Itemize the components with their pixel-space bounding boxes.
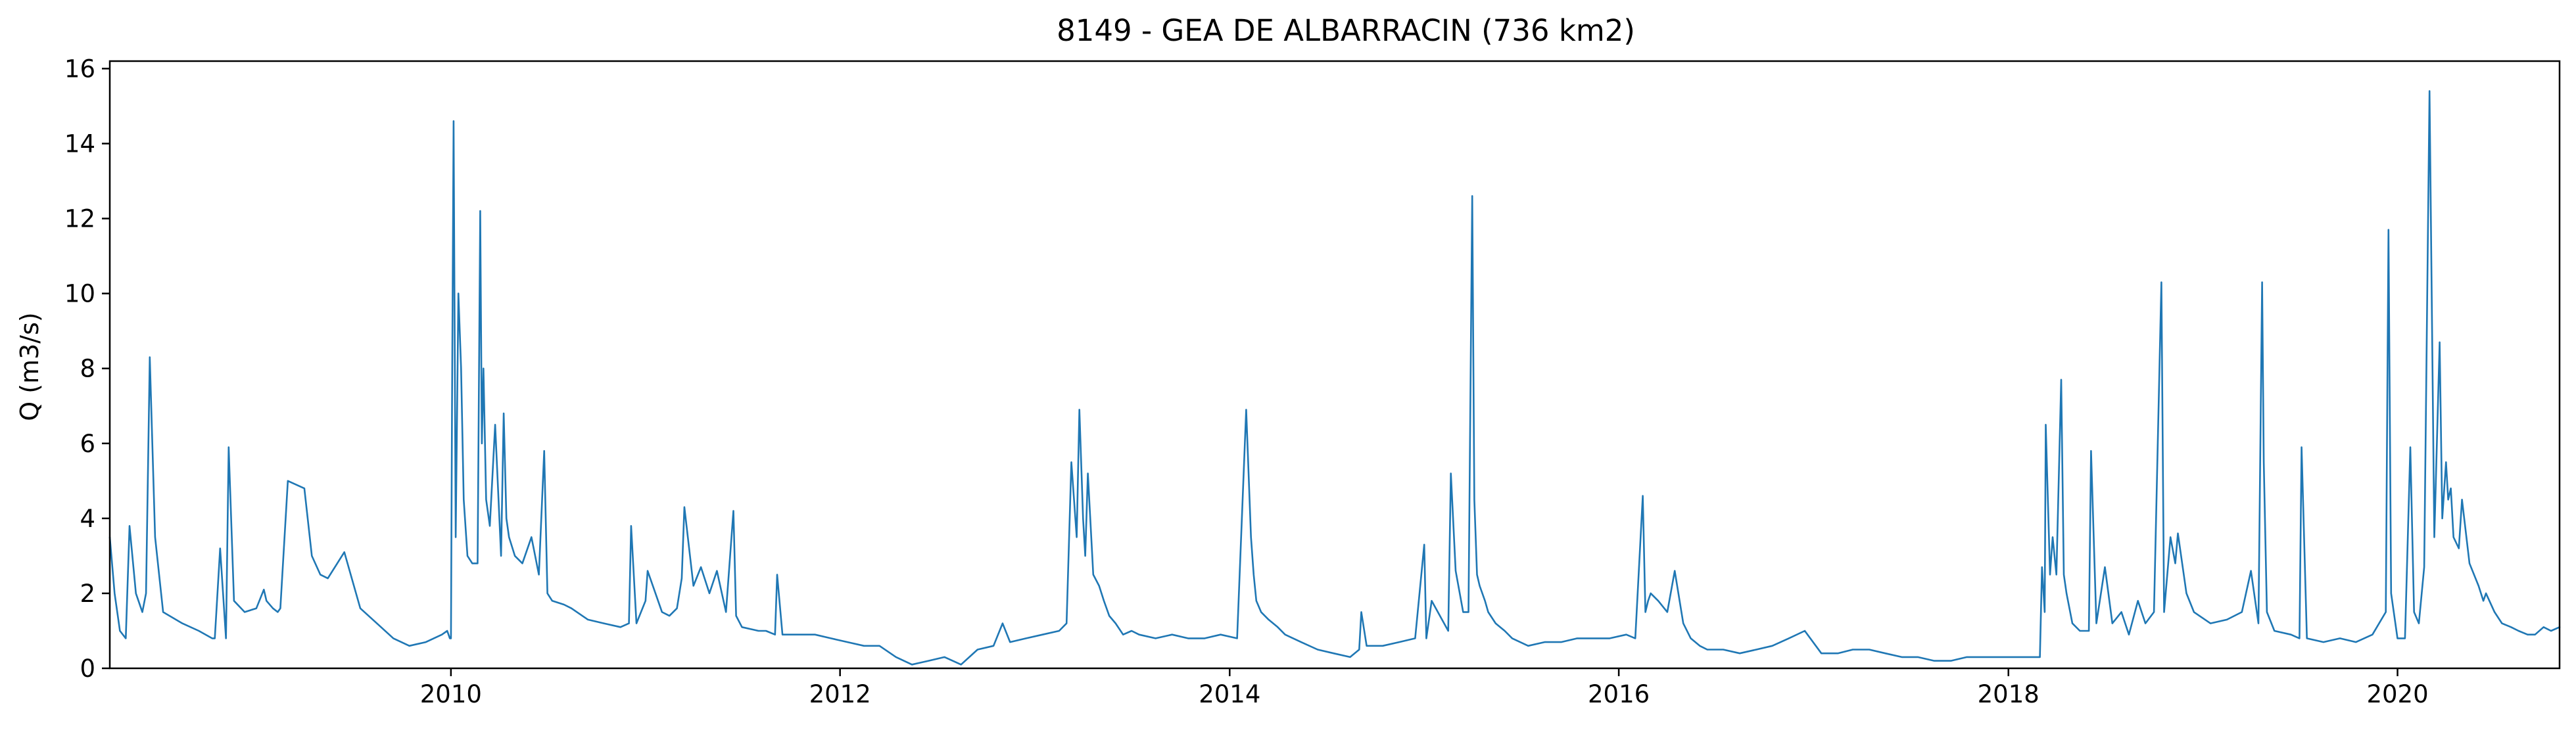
discharge-series-line	[108, 90, 2561, 666]
y-tick-label: 6	[80, 430, 95, 458]
x-tick-label: 2016	[1588, 680, 1650, 708]
axes-frame	[108, 60, 2561, 670]
y-tick-label: 10	[64, 280, 95, 308]
x-tick-label: 2010	[420, 680, 482, 708]
y-tick-label: 12	[64, 205, 95, 233]
x-tick-label: 2020	[2366, 680, 2428, 708]
y-tick-label: 14	[64, 129, 95, 158]
y-tick-label: 16	[64, 55, 95, 83]
x-tick-label: 2018	[1978, 680, 2039, 708]
y-tick-label: 0	[80, 655, 95, 683]
y-tick-label: 8	[80, 355, 95, 383]
plot-area: 0 2 4 6 8 10 12 14 16 2010 2012 2014 2016 2018 2020	[64, 55, 2561, 708]
x-tick-label: 2014	[1199, 680, 1260, 708]
y-axis-label: Q (m3/s)	[15, 312, 44, 421]
chart-title: 8149 - GEA DE ALBARRACIN (736 km2)	[1057, 13, 1635, 48]
y-tick-label: 2	[80, 580, 95, 608]
y-tick-label: 4	[80, 505, 95, 533]
x-tick-label: 2012	[809, 680, 871, 708]
